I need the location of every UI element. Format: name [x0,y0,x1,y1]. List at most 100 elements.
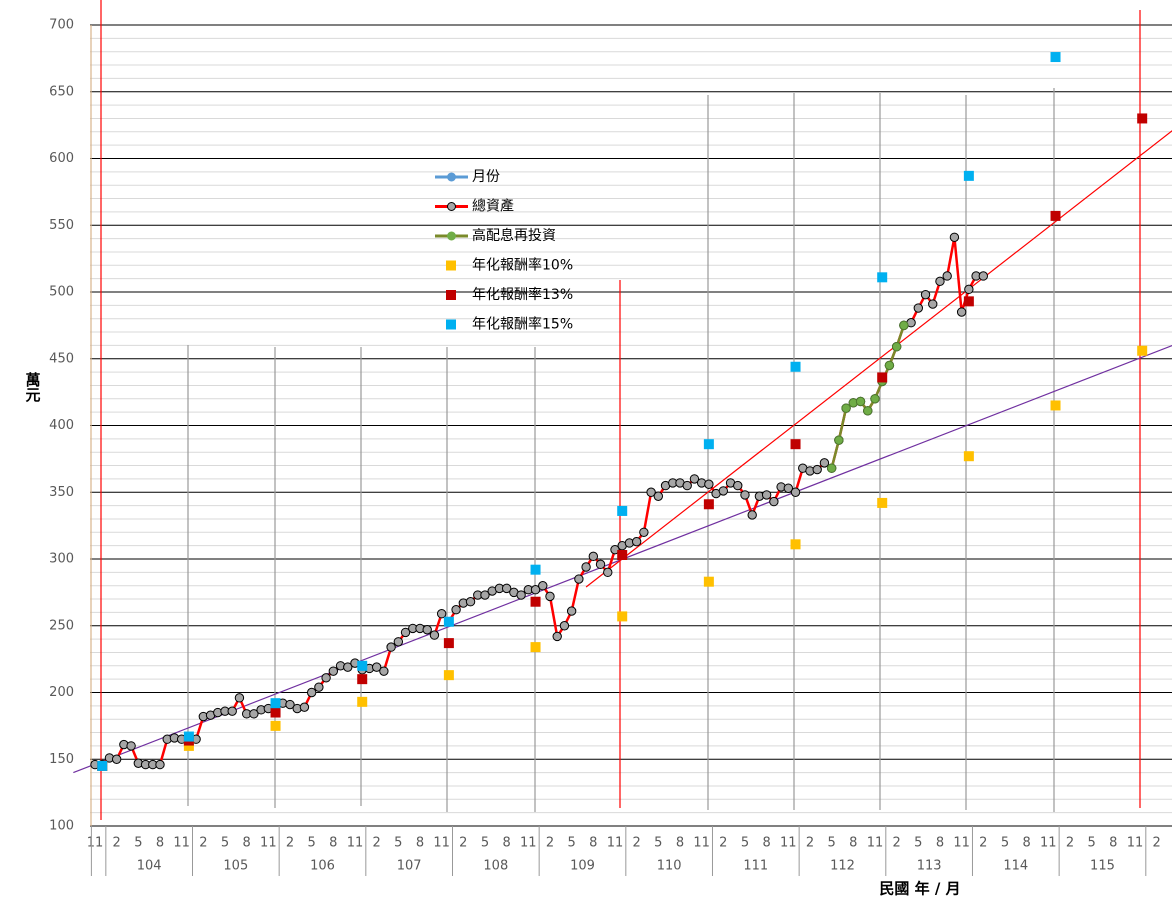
x-tick-label: 2 [286,836,294,851]
data-point [617,549,628,560]
data-point [530,642,541,653]
data-point [581,562,591,572]
legend-swatch [447,202,456,211]
x-axis-title: 民國 年 / 月 [879,880,960,898]
data-point [588,551,599,562]
data-point [386,642,396,652]
x-tick-label: 2 [459,836,467,851]
data-point [501,583,512,594]
data-point [538,581,548,591]
data-point [913,303,924,313]
x-group-label: 111 [743,859,768,874]
x-tick-label: 2 [546,836,554,851]
y-tick-label: 100 [49,819,74,834]
x-tick-label: 5 [654,836,662,851]
x-tick-label: 2 [979,836,987,851]
x-tick-label: 8 [243,836,251,851]
x-tick-label: 11 [520,836,537,851]
data-point [379,666,389,676]
data-point [703,439,714,450]
data-point [790,487,801,497]
x-group-label: 115 [1090,859,1115,874]
data-point [422,625,432,635]
data-point [321,673,331,683]
y-tick-label: 550 [49,218,74,233]
data-point [963,296,974,307]
trendline [585,130,1172,588]
data-point [884,360,895,371]
x-tick-label: 8 [416,836,424,851]
data-point [841,403,851,413]
x-tick-label: 5 [1087,836,1095,851]
legend-label: 總資產 [472,198,514,215]
x-group-label: 109 [570,859,595,874]
data-point [783,483,794,493]
data-point [111,754,122,764]
data-point [790,539,801,550]
x-tick-label: 11 [87,836,104,851]
legend-label: 月份 [472,169,500,185]
x-tick-label: 8 [936,836,944,851]
x-tick-label: 11 [867,836,884,851]
data-point [855,396,866,407]
x-group-label: 105 [223,859,248,874]
x-tick-label: 2 [199,836,207,851]
data-point [443,670,454,681]
y-tick-label: 350 [49,485,74,500]
y-tick-label: 200 [49,685,74,700]
data-point [1137,113,1148,124]
x-tick-label: 5 [741,836,749,851]
x-tick-label: 5 [568,836,576,851]
data-point [357,674,368,685]
data-point [357,696,368,707]
y-tick-label: 650 [49,84,74,99]
x-tick-label: 11 [1040,836,1057,851]
y-tick-label: 250 [49,618,74,633]
data-point [270,698,281,709]
x-group-label: 104 [137,859,162,874]
data-point [963,451,974,462]
data-point [451,605,461,615]
data-point [603,567,613,578]
data-point [552,631,562,642]
y-tick-label: 600 [49,151,74,166]
data-point [1050,210,1061,221]
x-tick-label: 11 [607,836,624,851]
x-tick-label: 5 [828,836,836,851]
data-point [270,720,281,731]
data-point [747,510,757,520]
data-point [285,699,295,710]
x-group-label: 113 [917,859,942,874]
x-group-label: 110 [657,859,682,874]
y-axis-title: 萬元 [24,371,42,403]
data-point [328,666,339,676]
y-tick-label: 300 [49,552,74,567]
grid [90,24,1172,827]
x-group-label: 106 [310,859,335,874]
y-tick-label: 450 [49,351,74,366]
data-point [891,342,902,352]
data-point [761,490,772,500]
data-point [400,627,411,638]
data-point [530,585,541,595]
data-point [877,372,888,383]
data-point [429,630,440,640]
data-point [516,590,526,600]
data-point [863,406,873,416]
data-point [920,289,931,300]
data-point [942,271,952,281]
legend-swatch [447,231,456,241]
data-point [617,505,628,516]
x-tick-label: 5 [394,836,402,851]
x-tick-label: 2 [113,836,121,851]
data-point [639,527,649,537]
x-tick-label: 11 [693,836,710,851]
x-tick-label: 8 [589,836,597,851]
data-point [371,662,382,672]
data-point [877,497,888,508]
data-point [928,299,938,309]
data-point [436,609,447,619]
